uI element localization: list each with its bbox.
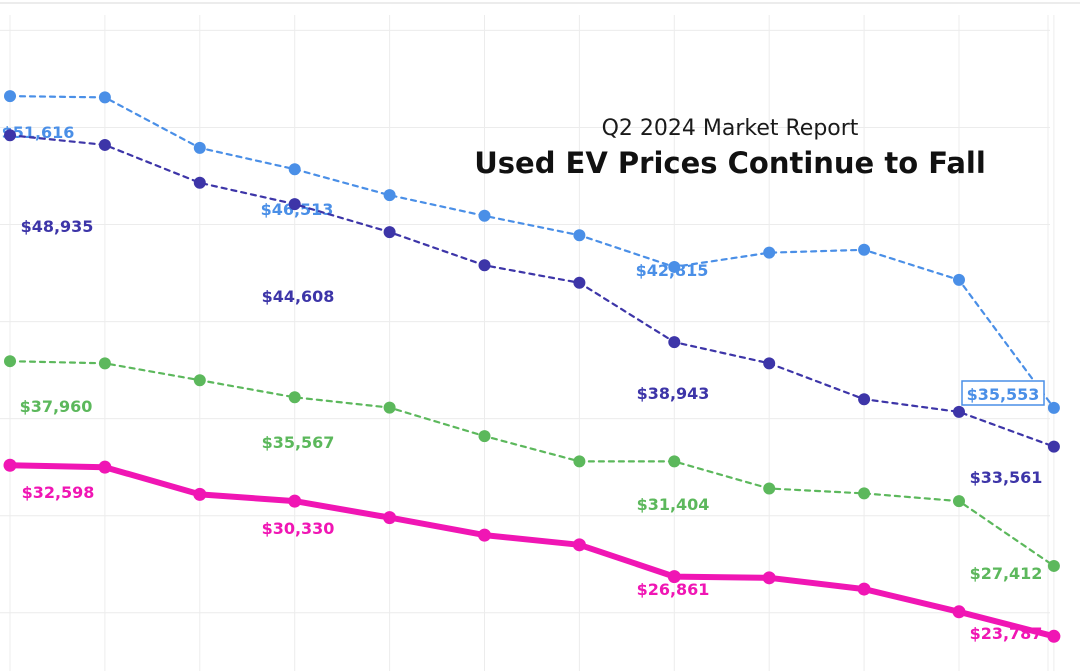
series-2-data-label: $44,608 [262,287,335,306]
series-1-point [858,243,871,256]
series-2-data-label: $38,943 [637,384,710,403]
series-1-data-label: $35,553 [967,385,1040,404]
series-2-point [858,393,871,406]
series-3-point [288,391,301,404]
chart-title: Used EV Prices Continue to Fall [474,146,986,180]
series-4-data-label: $23,787 [970,624,1043,643]
series-3-point [383,401,396,414]
series-4-point [98,460,112,474]
series-1-point [953,273,965,286]
series-2-point [193,176,206,189]
series-2-point [573,276,586,289]
series-1-point [1047,401,1060,414]
series-1-data-label: $42,815 [636,261,709,280]
series-1-label-box [961,380,1045,406]
series-4-data-label: $26,861 [637,580,710,599]
series-4-line [7,462,1057,640]
series-1-point [4,90,16,103]
series-1-point [668,260,681,273]
series-4-point [762,571,776,585]
series-3-point [478,430,491,443]
series-4-point [193,487,207,501]
series-4-data-label: $30,330 [262,519,335,538]
series-1-point [573,229,586,242]
series-3-data-label: $31,404 [637,495,710,514]
series-1-point [98,91,111,104]
series-2-data-label: $33,561 [970,468,1043,487]
series-4-data-label: $32,598 [22,483,95,502]
series-2-point [953,405,965,418]
series-4-point [952,605,966,619]
series-1-point [288,163,301,176]
series-3-point [573,455,586,468]
series-2-point [668,336,681,349]
series-2-point [763,357,776,370]
series-4-point [478,528,491,542]
series-3-point [858,487,871,500]
series-1-point [478,209,491,222]
series-1-point [763,246,776,259]
series-4-point [1047,629,1061,643]
series-2-line [8,134,1055,448]
series-2-point [288,198,301,211]
series-1-line [8,95,1055,409]
series-3-point [953,495,965,508]
series-2-point [383,226,396,239]
series-4-point [667,570,681,584]
series-3-point [1047,559,1060,572]
series-3-point [763,482,776,495]
series-3-data-label: $37,960 [20,397,93,416]
series-3-point [4,355,16,368]
series-4-point [383,511,397,525]
series-2-point [478,259,491,272]
series-3-point [98,357,111,370]
series-3-data-label: $35,567 [262,433,335,452]
series-2-point [98,138,111,151]
series-2-point [1047,440,1060,453]
series-2-point [4,129,16,142]
series-1-point [383,189,396,202]
series-4-point [857,582,871,596]
series-3-point [668,455,681,468]
series-3-data-label: $27,412 [970,564,1043,583]
series-4-point [288,494,302,508]
series-4-point [3,458,17,472]
series-1-point [193,141,206,154]
series-3-point [193,374,206,387]
chart-subtitle: Q2 2024 Market Report [601,116,859,141]
series-3-line [8,360,1055,567]
series-2-data-label: $48,935 [21,217,94,236]
series-4-point [572,538,586,552]
